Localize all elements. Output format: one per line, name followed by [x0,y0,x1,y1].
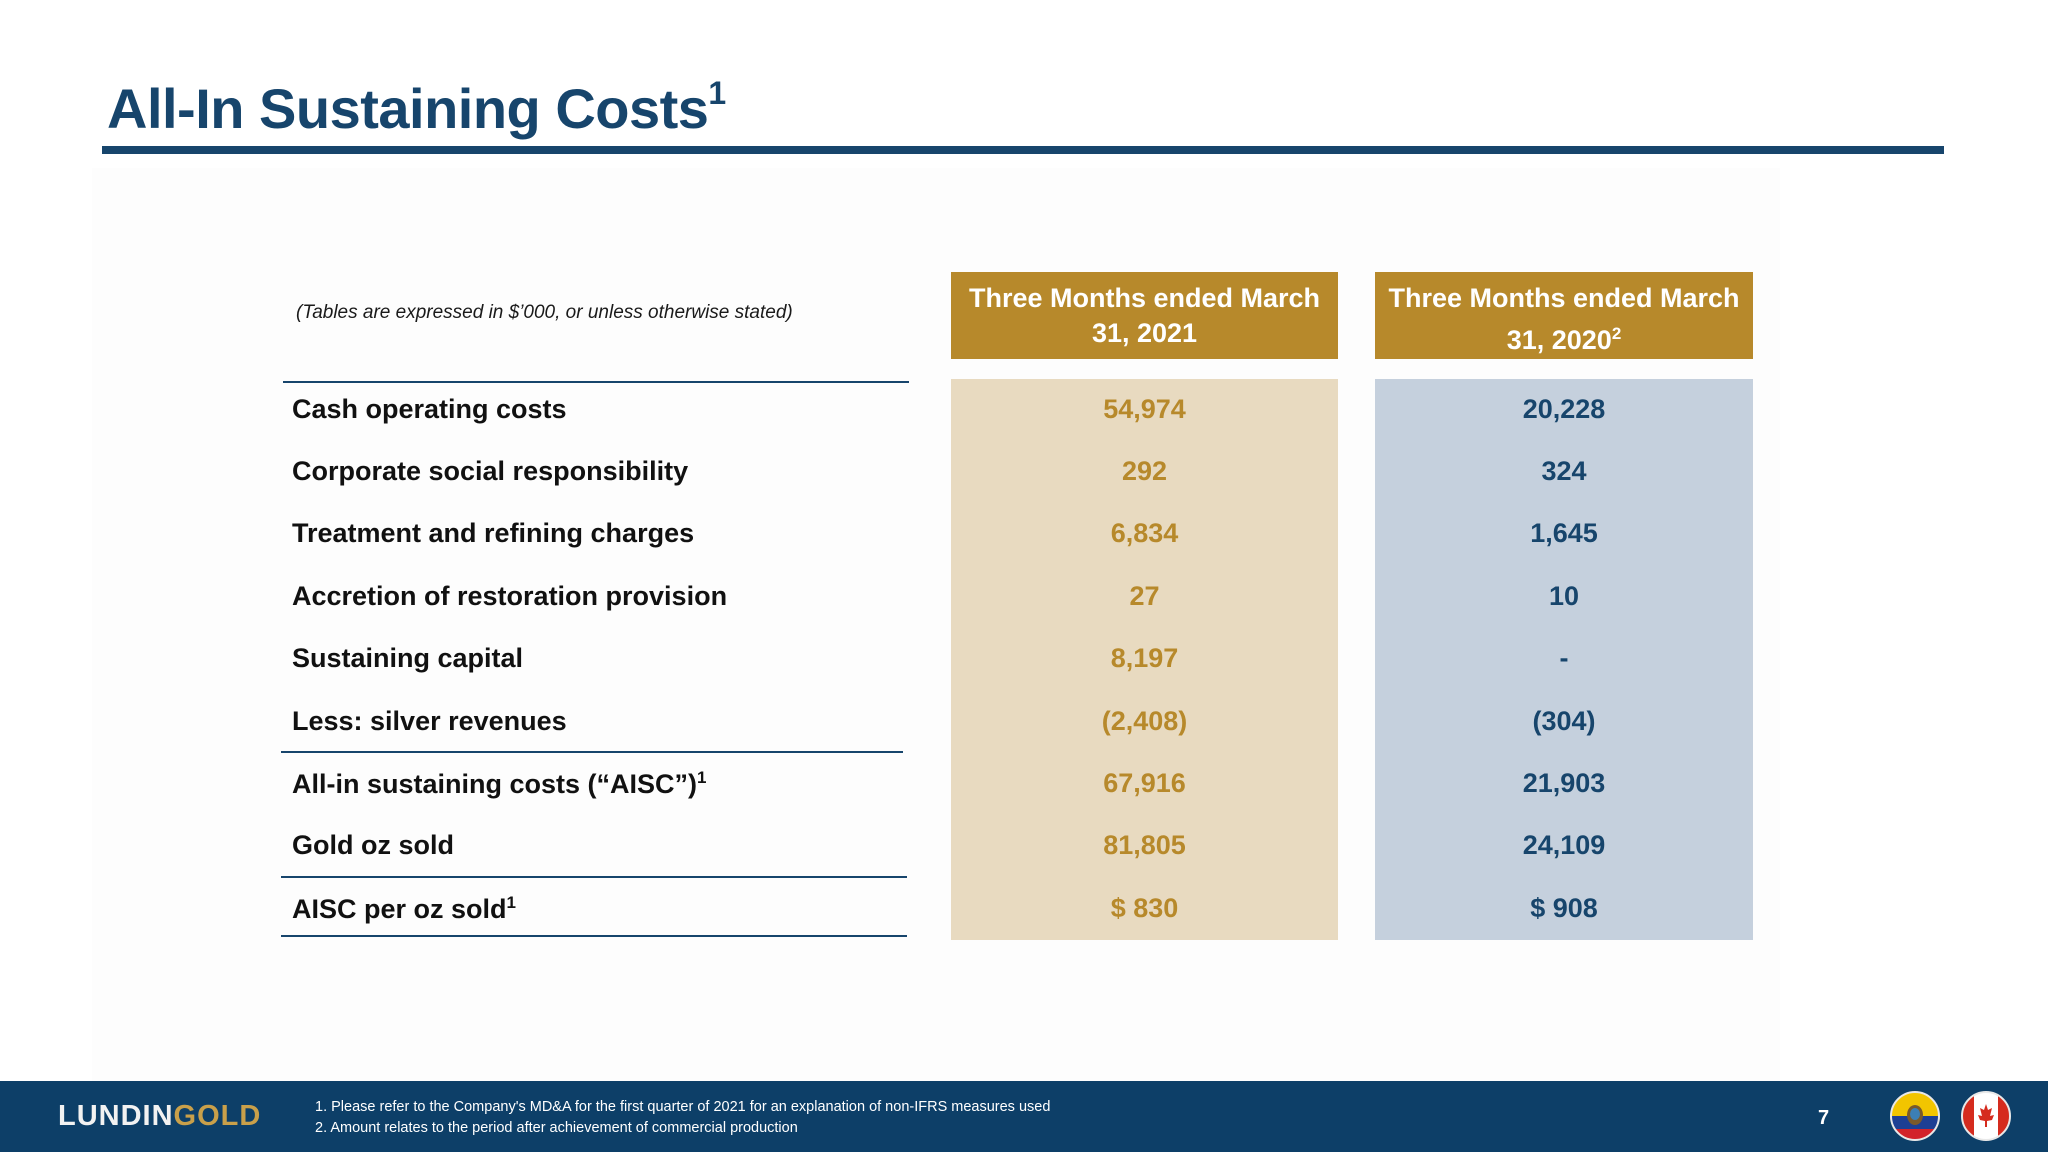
subtotal-rule [281,751,903,753]
column-header-q1-2021: Three Months ended March 31, 2021 [951,272,1338,359]
row-label-treatment-refining: Treatment and refining charges [292,518,695,548]
value-q1-2021-aisc-per-oz: $ 830 [1110,893,1179,923]
value-q1-2020-accretion: 10 [1548,581,1580,611]
units-note: (Tables are expressed in $’000, or unles… [296,302,793,323]
column-footnote-marker: 2 [1611,324,1622,343]
value-q1-2021-cash-operating-costs: 54,974 [1103,394,1186,424]
page-number: 7 [1818,1107,1830,1129]
column-header-line2: 31, 2021 [951,316,1338,351]
column-header-line2-text: 31, 2021 [1091,318,1198,348]
slide-title-text: All-In Sustaining Costs [107,77,709,140]
column-header-line2-text: 31, 2020 [1506,325,1612,355]
footer-bar [0,1081,2048,1152]
column-header-q1-2020: Three Months ended March 31, 20202 [1375,272,1753,359]
row-label-silver-revenues: Less: silver revenues [292,706,567,736]
value-q1-2021-csr: 292 [1121,456,1168,486]
value-q1-2021-silver-revenues: (2,408) [1101,706,1188,736]
title-underline [102,146,1944,154]
row-label-cash-operating-costs: Cash operating costs [292,394,567,424]
value-q1-2021-aisc: 67,916 [1103,768,1186,798]
title-footnote-marker: 1 [708,75,726,112]
row-label-aisc-text: All-in sustaining costs (“AISC”) [292,769,698,799]
slide-title: All-In Sustaining Costs1 [107,75,726,141]
value-q1-2020-treatment-refining: 1,645 [1530,518,1598,548]
value-q1-2020-aisc-per-oz: $ 908 [1530,893,1598,923]
row-label-aisc-per-oz: AISC per oz sold1 [292,893,516,925]
column-header-line1: Three Months ended March [968,283,1321,313]
value-q1-2020-silver-revenues: (304) [1532,706,1596,736]
value-q1-2021-accretion: 27 [1129,581,1160,611]
canada-flag-icon [1961,1091,2011,1141]
value-q1-2020-sustaining-capital: - [1559,643,1569,673]
table-top-rule [283,381,909,383]
column-body-q1-2021 [951,379,1338,940]
row-label-gold-oz-sold: Gold oz sold [292,830,454,860]
value-q1-2020-cash-operating-costs: 20,228 [1522,394,1606,424]
value-q1-2020-csr: 324 [1541,456,1587,486]
value-q1-2021-sustaining-capital: 8,197 [1110,643,1179,673]
row-label-sustaining-capital: Sustaining capital [292,643,524,673]
footnotes: 1. Please refer to the Company's MD&A fo… [315,1097,1050,1139]
column-header-line2: 31, 20202 [1375,316,1753,358]
logo-part-lundin: LUNDIN [58,1100,174,1132]
row-label-aisc-per-oz-text: AISC per oz sold [292,894,507,924]
aisc-rule [281,876,907,878]
row-label-accretion: Accretion of restoration provision [292,581,728,611]
ecuador-flag-icon [1890,1091,1940,1141]
aisc-footnote-marker: 1 [697,768,707,787]
table-bottom-rule [281,935,907,937]
value-q1-2021-gold-oz-sold: 81,805 [1103,830,1186,860]
value-q1-2020-aisc: 21,903 [1522,768,1606,798]
aisc-per-oz-footnote-marker: 1 [506,893,516,912]
column-header-line1: Three Months ended March [1388,283,1740,313]
footnote-1: 1. Please refer to the Company's MD&A fo… [315,1099,1051,1115]
logo-part-gold: GOLD [173,1100,262,1132]
row-label-aisc: All-in sustaining costs (“AISC”)1 [292,768,707,800]
value-q1-2021-treatment-refining: 6,834 [1110,518,1179,548]
lundin-gold-logo: LUNDINGOLD [58,1100,261,1133]
value-q1-2020-gold-oz-sold: 24,109 [1522,830,1606,860]
row-label-csr: Corporate social responsibility [292,456,689,486]
column-body-q1-2020 [1375,379,1753,940]
footnote-2: 2. Amount relates to the period after ac… [315,1120,798,1136]
